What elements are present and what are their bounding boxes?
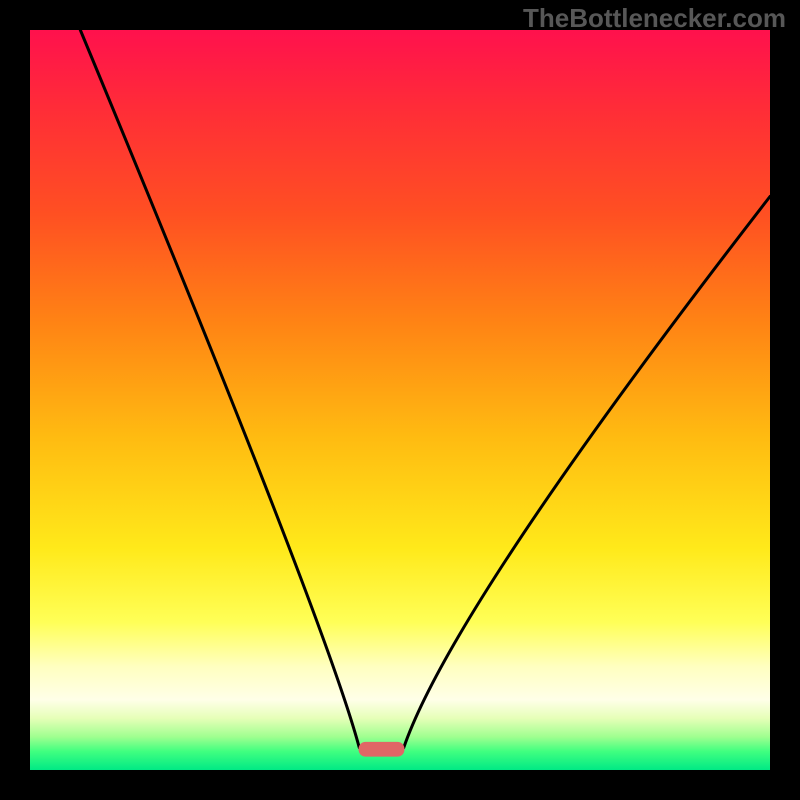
optimal-marker <box>359 742 405 757</box>
chart-container: TheBottlenecker.com <box>0 0 800 800</box>
bottleneck-chart <box>0 0 800 800</box>
plot-area <box>30 30 770 770</box>
site-watermark: TheBottlenecker.com <box>523 3 786 34</box>
